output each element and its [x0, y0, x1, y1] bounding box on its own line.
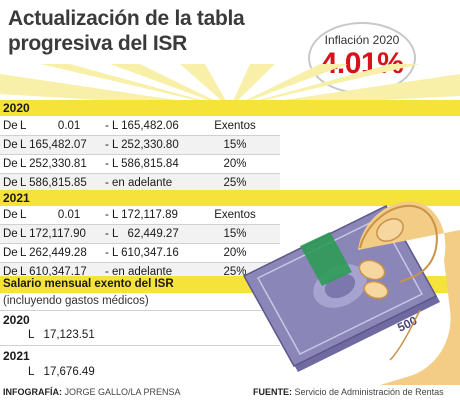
row-rate: 15%	[223, 228, 247, 240]
source-key: FUENTE:	[253, 387, 292, 397]
row-divider	[0, 224, 280, 225]
title-line-1: Actualización de la tabla	[8, 7, 245, 30]
table-row: De L 262,449.28 - L 610,347.16 20%	[0, 244, 280, 262]
table-row: De L 252,330.81 - L 586,815.84 20%	[0, 155, 280, 173]
year-label: 2021	[3, 191, 30, 205]
source-credit: FUENTE: Servicio de Administración de Re…	[253, 385, 444, 400]
row-de: De	[3, 247, 18, 259]
infographic-value: JORGE GALLO/LA PRENSA	[64, 387, 181, 397]
row-to: L 62,449.27	[112, 228, 179, 240]
row-de: De	[3, 228, 18, 240]
salary-year: 2020	[3, 313, 30, 327]
row-rate: 20%	[223, 247, 247, 259]
row-divider	[0, 243, 280, 244]
row-de: De	[3, 266, 18, 278]
infographic-key: INFOGRAFÍA:	[3, 387, 62, 397]
row-from: L 0.01	[20, 120, 81, 132]
table-row: De L 0.01 - L 172,117.89 Exentos	[0, 206, 280, 224]
salary-note: (incluyendo gastos médicos)	[3, 295, 149, 307]
row-de: De	[3, 209, 18, 221]
row-de: De	[3, 177, 18, 189]
row-rate: 25%	[223, 266, 247, 278]
row-from: L 165,482.07	[20, 139, 87, 151]
sunburst-decoration	[0, 64, 460, 108]
row-sep: -	[105, 266, 109, 278]
credits-footer: INFOGRAFÍA: JORGE GALLO/LA PRENSA FUENTE…	[0, 385, 460, 400]
year-label: 2020	[3, 101, 30, 115]
salary-amount: L 17,123.51	[28, 329, 95, 341]
row-from: L 586,815.85	[20, 177, 87, 189]
table-row: De L 172,117.90 - L 62,449.27 15%	[0, 225, 280, 243]
row-to: L 252,330.80	[112, 139, 179, 151]
row-to: L 172,117.89	[112, 209, 178, 221]
row-de: De	[3, 120, 18, 132]
row-from: L 262,449.28	[20, 247, 87, 259]
row-rate: 20%	[223, 158, 247, 170]
row-divider	[0, 345, 280, 346]
row-to: en adelante	[112, 177, 173, 189]
page-title: Actualización de la tabla progresiva del…	[8, 6, 308, 56]
row-sep: -	[105, 247, 109, 259]
row-sep: -	[105, 139, 109, 151]
row-rate: Exentos	[214, 209, 256, 221]
row-divider	[0, 154, 280, 155]
row-divider	[0, 262, 280, 263]
row-sep: -	[105, 120, 109, 132]
salary-year: 2021	[3, 349, 30, 363]
row-rate: 25%	[223, 177, 247, 189]
row-to: L 610,347.16	[112, 247, 179, 259]
hand-image	[358, 201, 460, 385]
row-to: en adelante	[112, 266, 173, 278]
year-bar-2021: 2021	[0, 190, 460, 206]
row-sep: -	[105, 228, 109, 240]
row-sep: -	[105, 209, 109, 221]
row-to: L 165,482.06	[112, 120, 179, 132]
row-rate: Exentos	[214, 120, 256, 132]
table-row: De L 0.01 - L 165,482.06 Exentos	[0, 117, 280, 135]
infographic-credit: INFOGRAFÍA: JORGE GALLO/LA PRENSA	[3, 385, 181, 400]
row-rate: 15%	[223, 139, 247, 151]
source-value: Servicio de Administración de Rentas	[294, 387, 444, 397]
row-sep: -	[105, 158, 109, 170]
row-from: L 172,117.90	[20, 228, 86, 240]
row-de: De	[3, 158, 18, 170]
row-divider	[0, 135, 280, 136]
title-line-2: progresiva del ISR	[8, 32, 187, 55]
row-de: De	[3, 139, 18, 151]
row-divider	[0, 173, 280, 174]
table-row: De L 586,815.85 - en adelante 25%	[0, 174, 280, 192]
salary-amount: L 17,676.49	[28, 366, 95, 378]
row-sep: -	[105, 177, 109, 189]
row-from: L 0.01	[20, 209, 81, 221]
row-from: L 252,330.81	[20, 158, 87, 170]
row-from: L 610,347.17	[20, 266, 87, 278]
row-divider	[0, 310, 280, 311]
row-to: L 586,815.84	[112, 158, 179, 170]
inflation-label: Inflación 2020	[324, 33, 400, 47]
year-bar-2020: 2020	[0, 100, 460, 116]
banknotes-image: 500	[242, 205, 440, 372]
hand-holding-banknotes-illustration: 500	[242, 201, 460, 385]
table-row: De L 165,482.07 - L 252,330.80 15%	[0, 136, 280, 154]
